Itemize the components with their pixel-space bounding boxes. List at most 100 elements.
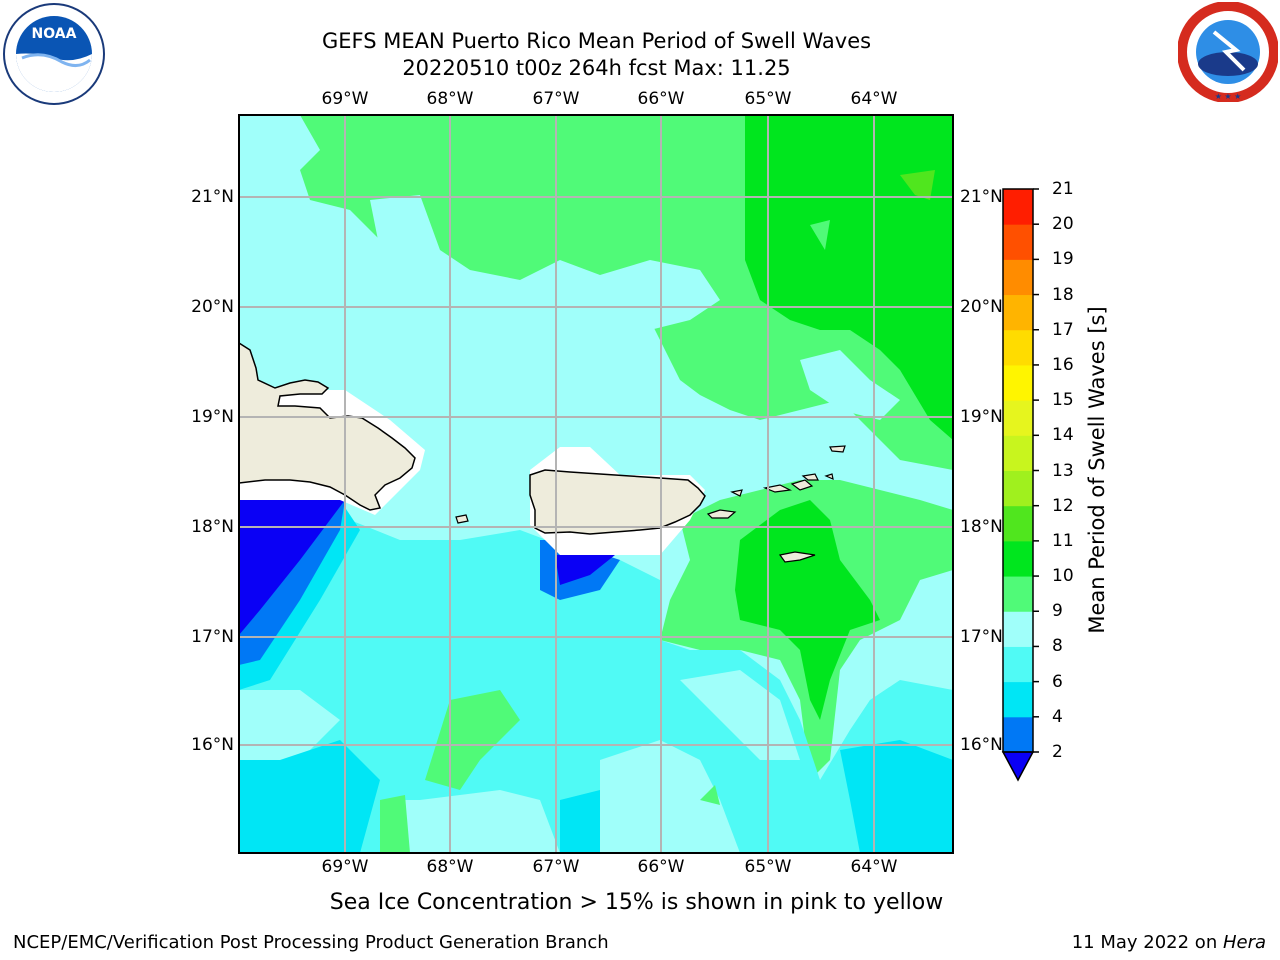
map-gridlines — [239, 115, 953, 853]
island — [790, 479, 814, 491]
colorbar-swatch — [1003, 329, 1033, 366]
colorbar-tick-label: 2 — [1052, 742, 1063, 762]
noaa-logo-icon: NOAA — [3, 3, 105, 105]
period-field-9-10 — [425, 690, 520, 790]
latitude-label: 21°N — [960, 187, 1003, 207]
colorbar-tick-label: 20 — [1052, 214, 1074, 235]
period-field-4-6 — [840, 740, 953, 853]
map-frame — [238, 114, 954, 854]
noaa-logo-text: NOAA — [32, 26, 77, 42]
island — [829, 445, 846, 453]
island — [801, 473, 819, 481]
colorbar-tick-label: 16 — [1052, 354, 1074, 375]
period-field-9-10 — [700, 785, 720, 805]
period-field-below-2 — [239, 500, 345, 635]
period-field-8-9 — [810, 220, 830, 250]
footer-date: 11 May 2022 on Hera — [1072, 932, 1266, 953]
latitude-label: 18°N — [191, 517, 234, 537]
period-field-8-9 — [239, 690, 340, 760]
colorbar-tick-label: 13 — [1052, 460, 1074, 481]
period-field-8-9 — [600, 740, 740, 853]
chart-title: GEFS MEAN Puerto Rico Mean Period of Swe… — [321, 29, 872, 53]
period-field-4-6 — [560, 790, 600, 853]
colorbar-extend-triangle — [1001, 751, 1035, 782]
island — [730, 489, 743, 497]
latitude-label: 20°N — [960, 297, 1003, 317]
colorbar-swatch — [1003, 576, 1033, 612]
latitude-label: 19°N — [960, 407, 1003, 427]
longitude-label: 65°W — [744, 89, 792, 109]
period-field-8-9 — [680, 670, 800, 760]
period-field-10-11 — [900, 170, 935, 200]
longitude-label: 67°W — [532, 89, 580, 109]
colorbar-swatch — [1003, 646, 1033, 683]
latitude-label: 16°N — [960, 735, 1003, 755]
colorbar-swatch — [1003, 224, 1033, 260]
period-field-9-10 — [380, 795, 410, 853]
island — [706, 509, 737, 519]
period-field-below-2 — [555, 555, 615, 585]
period-field-8-9 — [239, 115, 300, 190]
longitude-label: 64°W — [850, 857, 898, 877]
colorbar-tick-label: 9 — [1052, 601, 1063, 622]
noaa-logo: NOAA — [2, 2, 106, 106]
nws-logo: ★ ★ ★ — [1178, 2, 1278, 102]
hispaniola-land — [239, 342, 416, 511]
colorbar-tick-label: 18 — [1052, 284, 1074, 305]
latitude-label: 17°N — [960, 627, 1003, 647]
colorbar-tick-label: 6 — [1052, 671, 1063, 692]
island — [778, 551, 816, 563]
colorbar-tick-label: 10 — [1052, 566, 1074, 587]
longitude-label: 64°W — [850, 89, 898, 109]
chart-subtitle: 20220510 t00z 264h fcst Max: 11.25 — [402, 56, 791, 80]
colorbar-swatch — [1003, 364, 1033, 401]
colorbar-swatch — [1003, 540, 1033, 577]
colorbar-swatch — [1003, 611, 1033, 647]
sea-ice-note: Sea Ice Concentration > 15% is shown in … — [329, 890, 944, 915]
latitude-label: 20°N — [191, 297, 234, 317]
period-field-8-9 — [380, 790, 560, 853]
colorbar-swatch — [1003, 716, 1033, 753]
colorbar-tick-label: 21 — [1052, 179, 1074, 199]
longitude-label: 68°W — [426, 89, 474, 109]
colorbar-swatch — [1003, 470, 1033, 507]
period-field-8-9 — [239, 190, 390, 390]
colorbar-swatch — [1003, 189, 1033, 225]
colorbar-tick-label: 11 — [1052, 530, 1074, 551]
longitude-label: 66°W — [637, 857, 685, 877]
latitude-label: 19°N — [191, 407, 234, 427]
nws-logo-icon: ★ ★ ★ — [1178, 2, 1278, 102]
longitude-label: 65°W — [744, 857, 792, 877]
colorbar-tick-label: 19 — [1052, 249, 1074, 270]
longitude-label: 67°W — [532, 857, 580, 877]
colorbar-tick-label: 14 — [1052, 425, 1074, 446]
period-field-8-9 — [520, 360, 760, 460]
period-field-8-9 — [370, 195, 720, 350]
colorbar-swatch — [1003, 505, 1033, 542]
footer-credit: NCEP/EMC/Verification Post Processing Pr… — [13, 932, 609, 953]
longitude-label: 69°W — [321, 89, 369, 109]
island — [455, 514, 469, 524]
latitude-label: 16°N — [191, 735, 234, 755]
latitude-label: 17°N — [191, 627, 234, 647]
svg-text:★ ★ ★: ★ ★ ★ — [1215, 92, 1242, 101]
colorbar-tick-label: 12 — [1052, 495, 1074, 516]
period-field-10-11 — [735, 500, 880, 720]
colorbar-swatch — [1003, 435, 1033, 471]
island — [762, 484, 793, 493]
colorbar-swatch — [1003, 259, 1033, 296]
footer-machine: Hera — [1222, 932, 1266, 953]
swell-field — [239, 115, 953, 853]
colorbar-tick-label: 8 — [1052, 636, 1063, 657]
longitude-label: 69°W — [321, 857, 369, 877]
colorbar-swatch — [1003, 294, 1033, 331]
colorbar-title: Mean Period of Swell Waves [s] — [1085, 306, 1109, 634]
colorbar-tick-label: 15 — [1052, 390, 1074, 411]
colorbar-tick-label: 17 — [1052, 319, 1074, 340]
period-field-6-8 — [239, 520, 953, 853]
longitude-label: 68°W — [426, 857, 474, 877]
colorbar — [1001, 188, 1039, 782]
island — [824, 473, 834, 481]
footer-date-text: 11 May 2022 on — [1071, 932, 1223, 953]
latitude-label: 21°N — [191, 187, 234, 207]
